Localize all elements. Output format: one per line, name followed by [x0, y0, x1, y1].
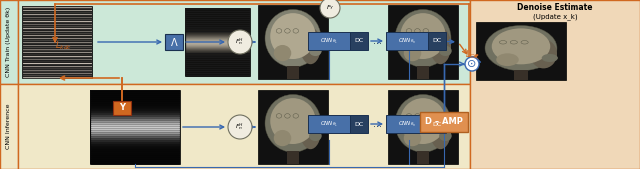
Ellipse shape	[496, 53, 519, 66]
Text: DC: DC	[433, 39, 442, 43]
Bar	[287, 66, 299, 79]
Bar	[90, 90, 180, 164]
Circle shape	[465, 57, 479, 71]
Text: $F_Y$: $F_Y$	[326, 4, 334, 13]
Ellipse shape	[265, 9, 321, 67]
Ellipse shape	[395, 9, 451, 67]
Bar	[0, 0, 18, 84]
Ellipse shape	[400, 98, 445, 144]
Bar	[386, 32, 428, 50]
Text: $L_{kdc}$: $L_{kdc}$	[55, 40, 72, 52]
Ellipse shape	[404, 45, 421, 61]
Bar	[0, 84, 18, 169]
Bar	[476, 22, 566, 80]
Text: $CNN_{\theta_1}$: $CNN_{\theta_1}$	[320, 119, 338, 129]
Bar	[388, 90, 458, 164]
Bar	[470, 0, 640, 169]
Text: $CNN_{\theta_n}$: $CNN_{\theta_n}$	[398, 36, 416, 46]
Bar	[185, 8, 250, 76]
Text: ⊙: ⊙	[467, 59, 477, 69]
Text: CNN Inference: CNN Inference	[6, 103, 12, 149]
Bar	[388, 5, 458, 79]
Ellipse shape	[430, 112, 451, 149]
Text: $F_n^H$: $F_n^H$	[236, 122, 244, 132]
Circle shape	[228, 115, 252, 139]
Bar	[417, 66, 429, 79]
Bar	[287, 151, 299, 164]
Ellipse shape	[270, 98, 316, 144]
Bar	[22, 6, 92, 78]
Text: $CNN_{\theta_1}$: $CNN_{\theta_1}$	[320, 36, 338, 46]
Text: Denoise Estimate: Denoise Estimate	[517, 4, 593, 13]
Text: DC: DC	[355, 122, 364, 127]
Bar	[350, 115, 368, 133]
Bar	[428, 115, 446, 133]
Bar	[514, 70, 528, 80]
Ellipse shape	[404, 130, 421, 146]
Text: $CNN_{\theta_n}$: $CNN_{\theta_n}$	[398, 119, 416, 129]
Ellipse shape	[300, 27, 321, 64]
Circle shape	[320, 0, 340, 18]
Bar	[90, 90, 180, 164]
Bar	[350, 32, 368, 50]
Bar	[185, 8, 250, 76]
Bar	[258, 90, 328, 164]
Ellipse shape	[274, 130, 291, 146]
Text: Y: Y	[119, 103, 125, 113]
Text: $F_n^H$: $F_n^H$	[236, 37, 244, 47]
Ellipse shape	[485, 26, 557, 71]
Text: D – AMP: D – AMP	[425, 117, 463, 127]
Text: ...: ...	[374, 36, 383, 46]
Text: (Update x_k): (Update x_k)	[532, 14, 577, 20]
Bar	[258, 5, 328, 79]
Bar	[308, 115, 350, 133]
Bar	[386, 115, 428, 133]
Ellipse shape	[439, 131, 452, 141]
Ellipse shape	[530, 39, 557, 68]
Bar	[113, 101, 131, 115]
Bar	[420, 112, 468, 132]
Text: DC: DC	[355, 39, 364, 43]
Bar	[428, 32, 446, 50]
Bar	[22, 6, 92, 78]
Ellipse shape	[265, 94, 321, 152]
Ellipse shape	[300, 112, 321, 149]
Bar	[417, 151, 429, 164]
Ellipse shape	[439, 46, 452, 56]
Bar	[18, 84, 470, 169]
Ellipse shape	[430, 27, 451, 64]
Text: $\Lambda$: $\Lambda$	[170, 36, 179, 48]
Ellipse shape	[541, 54, 558, 62]
Circle shape	[228, 30, 252, 54]
Ellipse shape	[274, 45, 291, 61]
Bar	[18, 0, 470, 84]
Text: ...: ...	[374, 119, 383, 129]
Ellipse shape	[309, 46, 322, 56]
Ellipse shape	[270, 13, 316, 59]
Text: DC: DC	[433, 122, 442, 127]
Ellipse shape	[400, 13, 445, 59]
Text: CNN Train (Update θk): CNN Train (Update θk)	[6, 7, 12, 77]
Ellipse shape	[395, 94, 451, 152]
Text: $L_{CS}$: $L_{CS}$	[465, 49, 479, 61]
Bar	[165, 34, 183, 50]
Ellipse shape	[309, 131, 322, 141]
Ellipse shape	[492, 28, 550, 64]
Bar	[308, 32, 350, 50]
